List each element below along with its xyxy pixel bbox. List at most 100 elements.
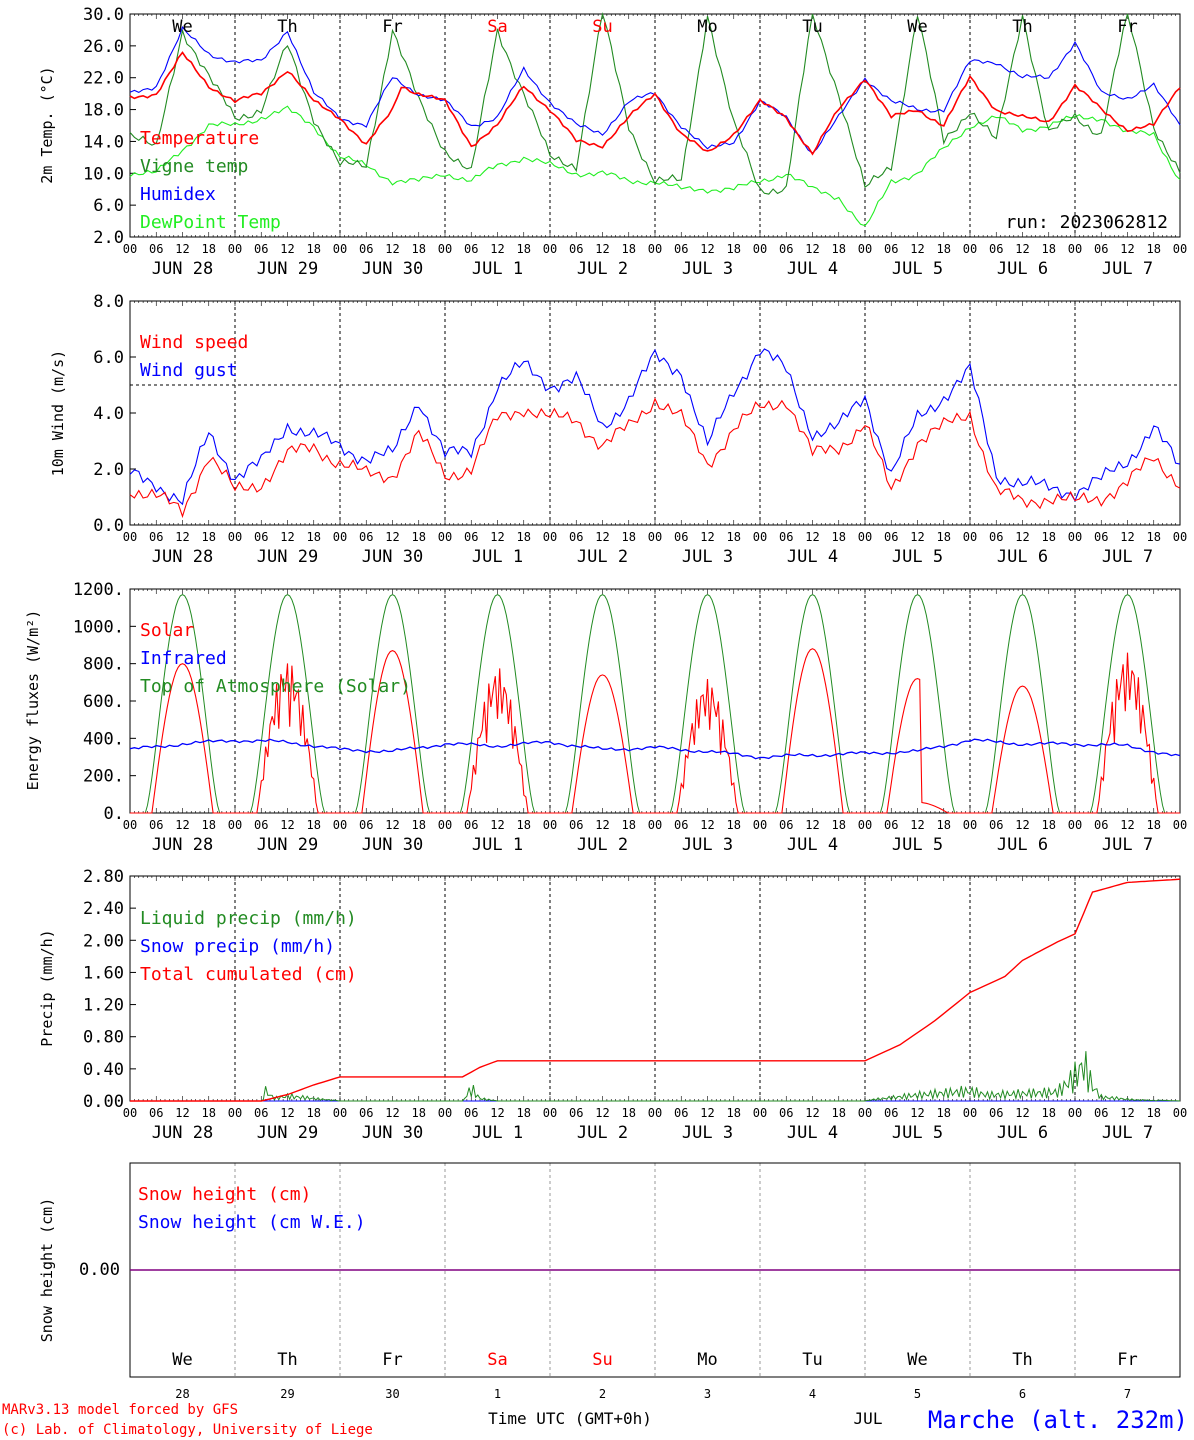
x-tick-label: 12 xyxy=(490,818,504,832)
date-label: JUL 2 xyxy=(577,1123,628,1143)
x-tick-label: 12 xyxy=(1015,242,1029,256)
x-tick-label: 18 xyxy=(517,530,531,544)
date-label: JUL 5 xyxy=(892,835,943,855)
x-tick-label: 06 xyxy=(569,242,583,256)
x-tick-label: 12 xyxy=(1015,818,1029,832)
y-tick-label: 1.20 xyxy=(83,996,124,1016)
x-tick-label: 06 xyxy=(884,1106,898,1120)
x-tick-label: 00 xyxy=(753,242,767,256)
legend-humidex: Humidex xyxy=(140,184,216,205)
x-tick-label: 18 xyxy=(1042,1106,1056,1120)
day-number: 1 xyxy=(494,1387,501,1401)
x-tick-label: 06 xyxy=(674,530,688,544)
x-tick-label: 06 xyxy=(254,242,268,256)
x-tick-label: 12 xyxy=(280,242,294,256)
x-tick-label: 18 xyxy=(412,530,426,544)
x-tick-label: 12 xyxy=(700,242,714,256)
x-tick-label: 12 xyxy=(280,1106,294,1120)
weekday-label: We xyxy=(907,1350,927,1370)
y-tick-label: 18.0 xyxy=(83,101,124,121)
x-tick-label: 12 xyxy=(280,818,294,832)
date-label: JUL 1 xyxy=(472,547,523,567)
date-label: JUN 28 xyxy=(152,1123,213,1143)
y-tick-label: 6.0 xyxy=(93,196,124,216)
weekday-label: Fr xyxy=(1117,17,1137,37)
legend-infrared: Infrared xyxy=(140,648,227,669)
legend-solar: Solar xyxy=(140,620,194,641)
date-label: JUL 5 xyxy=(892,1123,943,1143)
y-tick-label: 800. xyxy=(83,655,124,675)
series-wind-speed xyxy=(129,397,1181,519)
y-tick-label: 1.60 xyxy=(83,963,124,983)
x-tick-label: 18 xyxy=(1042,242,1056,256)
x-tick-label: 12 xyxy=(175,818,189,832)
x-tick-label: 12 xyxy=(805,1106,819,1120)
date-label: JUN 29 xyxy=(257,259,318,279)
x-tick-label: 06 xyxy=(989,242,1003,256)
day-number: 28 xyxy=(175,1387,189,1401)
x-tick-label: 06 xyxy=(149,242,163,256)
weekday-label: We xyxy=(907,17,927,37)
date-label: JUN 29 xyxy=(257,547,318,567)
x-tick-label: 06 xyxy=(1094,818,1108,832)
series-wind-gust xyxy=(129,348,1181,506)
weekday-label: We xyxy=(172,1350,192,1370)
x-tick-label: 00 xyxy=(648,242,662,256)
x-tick-label: 06 xyxy=(569,1106,583,1120)
x-tick-label: 00 xyxy=(333,1106,347,1120)
y-tick-label: 0.0 xyxy=(93,516,124,536)
x-tick-label: 12 xyxy=(490,242,504,256)
legend-snow-height: Snow height (cm) xyxy=(138,1184,311,1205)
x-tick-label: 18 xyxy=(937,818,951,832)
x-tick-label: 12 xyxy=(385,818,399,832)
y-tick-label: 26.0 xyxy=(83,37,124,57)
x-tick-label: 12 xyxy=(1120,242,1134,256)
panel-energy: 0. 200. 400. 600. 800. 1000. 1200. 00 06 12 18 00 0… xyxy=(24,580,1187,855)
x-tick-label: 00 xyxy=(963,1106,977,1120)
panel-snow: We Th Fr Sa Su Mo Tu We Th Fr 28 29 30 1 2 3 4 5 6 7 0.00 … xyxy=(38,1162,1181,1428)
x-tick-label: 18 xyxy=(727,242,741,256)
x-tick-label: 18 xyxy=(202,818,216,832)
x-tick-label: 12 xyxy=(1120,818,1134,832)
x-tick-label: 00 xyxy=(753,1106,767,1120)
x-tick-label: 00 xyxy=(543,1106,557,1120)
y-tick-label: 10.0 xyxy=(83,164,124,184)
x-tick-label: 06 xyxy=(1094,1106,1108,1120)
date-label: JUL 3 xyxy=(682,259,733,279)
x-tick-label: 06 xyxy=(359,530,373,544)
footer-credit: (c) Lab. of Climatology, University of L… xyxy=(2,1422,373,1438)
date-label: JUL 4 xyxy=(787,547,838,567)
series-infrared xyxy=(129,738,1181,760)
x-tick-label: 18 xyxy=(937,1106,951,1120)
x-tick-label: 18 xyxy=(622,818,636,832)
y-tick-label: 2.0 xyxy=(93,228,124,248)
x-tick-label: 00 xyxy=(438,818,452,832)
legend-toa-solar: Top of Atmosphere (Solar) xyxy=(140,676,411,697)
legend-temperature: Temperature xyxy=(140,128,259,149)
x-tick-label: 06 xyxy=(884,242,898,256)
y-tick-label: 600. xyxy=(83,692,124,712)
weekday-label: Th xyxy=(1012,17,1032,37)
y-axis-label: Energy fluxes (W/m²) xyxy=(24,610,42,791)
x-tick-label: 06 xyxy=(674,1106,688,1120)
x-tick-label: 06 xyxy=(674,818,688,832)
date-label: JUL 6 xyxy=(997,835,1048,855)
x-tick-label: 18 xyxy=(937,530,951,544)
panel-wind: 0.0 2.0 4.0 6.0 8.0 00 06 12 18 00 06 12 18 00 06 12 18… xyxy=(49,292,1187,567)
x-tick-label: 06 xyxy=(779,242,793,256)
x-tick-label: 00 xyxy=(1173,242,1187,256)
x-tick-label: 00 xyxy=(123,1106,137,1120)
weekday-label: Su xyxy=(592,1350,612,1370)
date-label: JUL 3 xyxy=(682,1123,733,1143)
weekday-label: Mo xyxy=(697,1350,717,1370)
x-tick-label: 00 xyxy=(438,242,452,256)
legend-vigne-temp: Vigne temp xyxy=(140,156,248,177)
legend-snow-height-we: Snow height (cm W.E.) xyxy=(138,1212,366,1233)
x-tick-label: 12 xyxy=(595,530,609,544)
x-tick-label: 06 xyxy=(1094,530,1108,544)
x-tick-label: 00 xyxy=(1173,818,1187,832)
x-axis-label: Time UTC (GMT+0h) xyxy=(488,1409,652,1428)
series-temperature xyxy=(129,51,1181,156)
x-tick-label: 06 xyxy=(569,818,583,832)
x-tick-label: 06 xyxy=(359,1106,373,1120)
